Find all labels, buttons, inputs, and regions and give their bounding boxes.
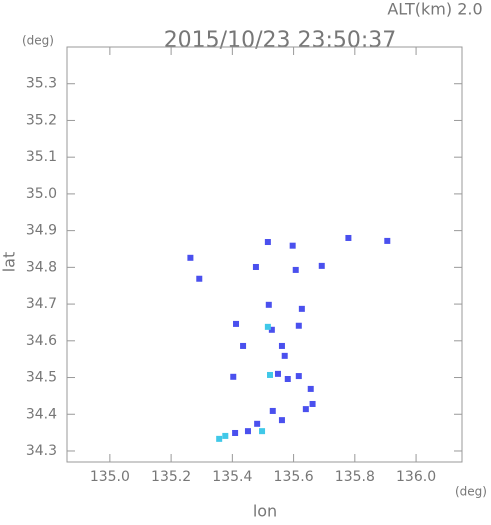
y-tick-label: 34.7 xyxy=(26,296,57,312)
radar-echo xyxy=(284,376,291,382)
radar-echo xyxy=(259,428,266,435)
x-tick-label: 135.4 xyxy=(212,469,252,485)
x-tick-label: 136.0 xyxy=(396,469,436,485)
radar-echo xyxy=(230,373,237,380)
y-tick-label: 34.4 xyxy=(26,406,57,422)
y-axis-label: lat xyxy=(0,252,19,273)
radar-echo xyxy=(267,371,274,378)
y-tick-label: 35.3 xyxy=(26,76,57,92)
x-unit: (deg) xyxy=(455,485,487,499)
radar-echo xyxy=(269,407,276,414)
radar-echo xyxy=(233,320,240,327)
y-tick-label: 34.9 xyxy=(26,223,57,239)
radar-echo xyxy=(264,323,271,330)
radar-echo xyxy=(187,254,194,261)
x-tick-label: 135.0 xyxy=(90,469,130,485)
radar-echo xyxy=(295,373,302,380)
altitude-label: ALT(km) 2.0 xyxy=(387,0,482,19)
radar-echo xyxy=(295,322,302,329)
radar-echo xyxy=(302,406,309,413)
radar-echo xyxy=(244,428,251,435)
radar-echo xyxy=(278,342,285,349)
y-tick-label: 34.5 xyxy=(26,370,57,386)
y-tick-label: 34.3 xyxy=(26,443,57,459)
radar-echo xyxy=(268,326,275,333)
x-tick-label: 135.8 xyxy=(335,469,375,485)
radar-echo xyxy=(196,275,203,282)
radar-echo xyxy=(264,239,271,246)
radar-echo xyxy=(252,263,259,270)
y-tick-label: 34.8 xyxy=(26,259,57,275)
y-tick-label: 35.0 xyxy=(26,186,57,202)
radar-echo xyxy=(265,301,272,308)
radar-echo xyxy=(232,429,239,436)
radar-echo xyxy=(278,417,285,424)
plot-frame xyxy=(66,46,463,463)
radar-echo xyxy=(292,266,299,273)
radar-echo xyxy=(254,420,261,427)
radar-echo xyxy=(240,342,247,349)
radar-echo xyxy=(216,435,223,442)
radar-echo xyxy=(345,234,352,241)
radar-echo xyxy=(298,305,305,312)
radar-echo xyxy=(281,352,288,359)
radar-echo xyxy=(318,262,325,269)
chart-title: 2015/10/23 23:50:37 xyxy=(164,28,397,53)
radar-echo xyxy=(274,370,281,377)
x-axis-label: lon xyxy=(253,502,277,521)
y-tick-label: 35.2 xyxy=(26,112,57,128)
radar-echo xyxy=(384,237,391,244)
y-tick-label: 34.6 xyxy=(26,333,57,349)
x-tick-label: 135.2 xyxy=(151,469,191,485)
radar-echo xyxy=(309,400,316,407)
radar-echo xyxy=(222,432,229,439)
y-tick-label: 35.1 xyxy=(26,149,57,165)
x-tick-label: 135.6 xyxy=(274,469,314,485)
radar-echo xyxy=(289,242,296,249)
y-unit: (deg) xyxy=(22,34,54,48)
radar-echo xyxy=(307,385,314,392)
